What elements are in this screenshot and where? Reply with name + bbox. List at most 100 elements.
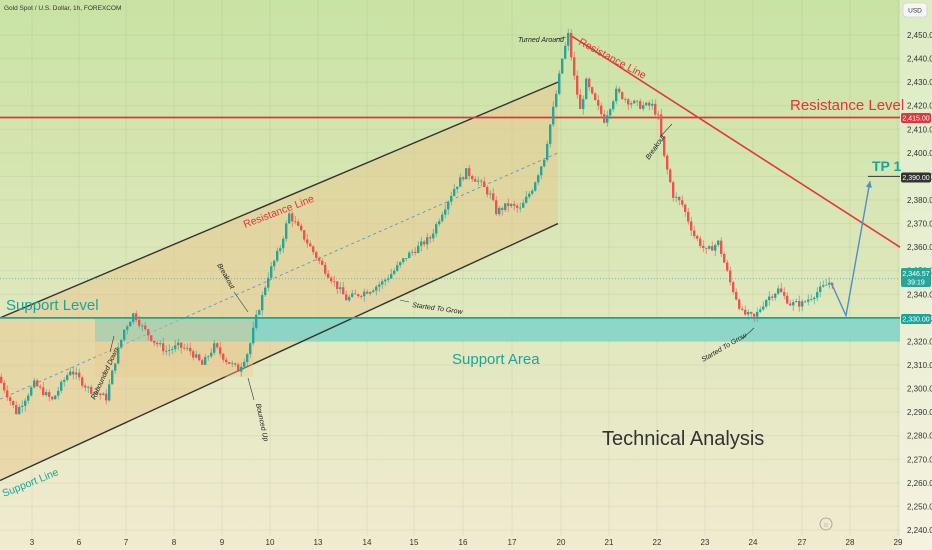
candle xyxy=(417,241,420,254)
candle xyxy=(30,385,33,397)
currency-button[interactable]: USD xyxy=(902,2,928,18)
candle xyxy=(714,243,717,257)
candle xyxy=(198,353,201,362)
started-to-grow-arrow-icon-2 xyxy=(741,327,755,340)
candle xyxy=(561,58,564,75)
x-tick-label: 3 xyxy=(30,538,35,547)
candle xyxy=(681,195,684,208)
candle xyxy=(396,261,399,272)
candle xyxy=(102,392,105,396)
candle xyxy=(738,298,741,311)
price-tag-tp1: 2,390.00 xyxy=(901,172,931,183)
time-axis[interactable]: 3 6 7 8 9 10 13 14 15 16 17 20 21 22 23 24 27 28 29 xyxy=(30,538,903,547)
candle xyxy=(567,28,570,51)
candle xyxy=(756,307,759,323)
candle xyxy=(99,392,102,400)
candle xyxy=(336,281,339,294)
candle xyxy=(573,51,576,80)
candle xyxy=(576,70,579,99)
candle xyxy=(282,236,285,254)
candle xyxy=(207,355,210,361)
candle xyxy=(666,153,669,175)
candle xyxy=(426,233,429,250)
candle xyxy=(468,164,471,180)
candle xyxy=(159,340,162,347)
breakout-arrow-icon-1 xyxy=(233,291,249,313)
bounced-up-arrow-icon xyxy=(247,377,255,401)
candle xyxy=(243,358,246,369)
candle xyxy=(654,99,657,117)
candle xyxy=(387,274,390,283)
candle xyxy=(783,287,786,300)
turned-around-label: Turned Around xyxy=(518,37,565,44)
y-tick-label: 2,400.00 xyxy=(907,149,932,158)
price-tag-support: 2,330.00 xyxy=(901,314,931,324)
candle xyxy=(375,284,378,296)
candle xyxy=(525,190,528,204)
candle xyxy=(645,101,648,107)
candle xyxy=(36,378,39,388)
candle xyxy=(498,205,501,217)
candle xyxy=(741,306,744,311)
x-tick-label: 23 xyxy=(701,538,710,547)
candle xyxy=(108,379,111,402)
candle xyxy=(474,176,477,182)
candle xyxy=(765,298,768,309)
candle xyxy=(63,377,66,387)
y-tick-label: 2,340.00 xyxy=(907,290,932,299)
candle xyxy=(117,342,120,365)
candle xyxy=(33,377,36,389)
rebounded-down-arrow-icon xyxy=(109,335,115,353)
candle xyxy=(120,339,123,350)
candle xyxy=(516,203,519,213)
candle xyxy=(411,249,414,256)
candle xyxy=(96,386,99,398)
candle xyxy=(234,362,237,367)
candle xyxy=(294,215,297,225)
candle xyxy=(324,261,327,277)
candle xyxy=(813,296,816,305)
candle xyxy=(306,233,309,249)
x-tick-label: 7 xyxy=(124,538,129,547)
candle xyxy=(42,381,45,397)
candle xyxy=(351,289,354,298)
candle xyxy=(288,211,291,224)
tradingview-logo-icon[interactable]: ☺ xyxy=(819,517,833,531)
projection-path xyxy=(830,181,871,318)
candle xyxy=(384,278,387,286)
candle xyxy=(144,321,147,331)
candle xyxy=(312,245,315,255)
candle xyxy=(45,389,48,397)
candle xyxy=(507,198,510,212)
candle xyxy=(84,383,87,392)
svg-text:2,415.00: 2,415.00 xyxy=(902,116,929,123)
candle xyxy=(225,357,228,366)
channel-fill xyxy=(0,82,558,481)
candle xyxy=(276,247,279,263)
x-tick-label: 14 xyxy=(363,538,372,547)
candle xyxy=(12,400,15,409)
candle xyxy=(648,100,651,111)
candle xyxy=(354,289,357,295)
candle xyxy=(189,342,192,356)
svg-text:2,330.00: 2,330.00 xyxy=(902,317,929,324)
candle xyxy=(675,192,678,203)
support-area-zone xyxy=(95,317,900,342)
candle xyxy=(279,245,282,255)
candle xyxy=(786,292,789,305)
candle xyxy=(267,272,270,292)
candle xyxy=(552,101,555,127)
candle xyxy=(696,234,699,242)
candle xyxy=(414,247,417,256)
y-tick-label: 2,280.00 xyxy=(907,432,932,441)
candle xyxy=(369,291,372,296)
candle xyxy=(726,259,729,273)
support-area-label: Support Area xyxy=(452,351,540,368)
candle xyxy=(462,176,465,181)
candle xyxy=(60,379,63,394)
candle xyxy=(603,109,606,124)
candle xyxy=(210,348,213,359)
candle xyxy=(174,339,177,353)
candle xyxy=(651,99,654,110)
